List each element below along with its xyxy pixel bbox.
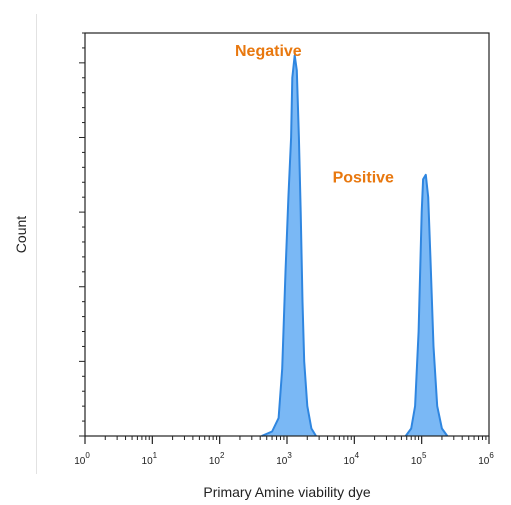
axes-layer	[79, 32, 490, 444]
y-axis-title: Count	[13, 216, 29, 253]
x-tick-label: 105	[411, 451, 427, 467]
x-tick-base: 10	[74, 456, 86, 467]
left-divider	[36, 14, 37, 474]
x-tick-exponent: 3	[287, 451, 292, 460]
x-tick-label: 101	[142, 451, 158, 467]
x-tick-exponent: 6	[489, 451, 494, 460]
x-tick-label: 104	[344, 451, 360, 467]
series-1-line	[261, 54, 317, 437]
x-tick-label: 100	[74, 451, 90, 467]
x-tick-exponent: 4	[355, 451, 360, 460]
x-tick-exponent: 1	[153, 451, 158, 460]
series-2-line	[404, 173, 449, 437]
annotation-negative: Negative	[235, 43, 302, 60]
x-tick-base: 10	[344, 456, 356, 467]
series-1-area	[261, 55, 316, 437]
x-tick-label: 106	[478, 451, 494, 467]
x-tick-exponent: 5	[422, 451, 427, 460]
x-tick-exponent: 0	[85, 451, 90, 460]
x-tick-base: 10	[478, 456, 490, 467]
x-tick-label: 102	[209, 451, 225, 467]
x-tick-base: 10	[411, 456, 423, 467]
x-tick-base: 10	[142, 456, 154, 467]
x-tick-label: 103	[276, 451, 292, 467]
series-layer	[261, 54, 449, 437]
x-tick-base: 10	[209, 456, 221, 467]
x-tick-exponent: 2	[220, 451, 225, 460]
x-axis-title: Primary Amine viability dye	[203, 484, 370, 500]
x-tick-base: 10	[276, 456, 288, 467]
series-2-area	[405, 174, 448, 437]
annotation-positive: Positive	[333, 169, 394, 186]
